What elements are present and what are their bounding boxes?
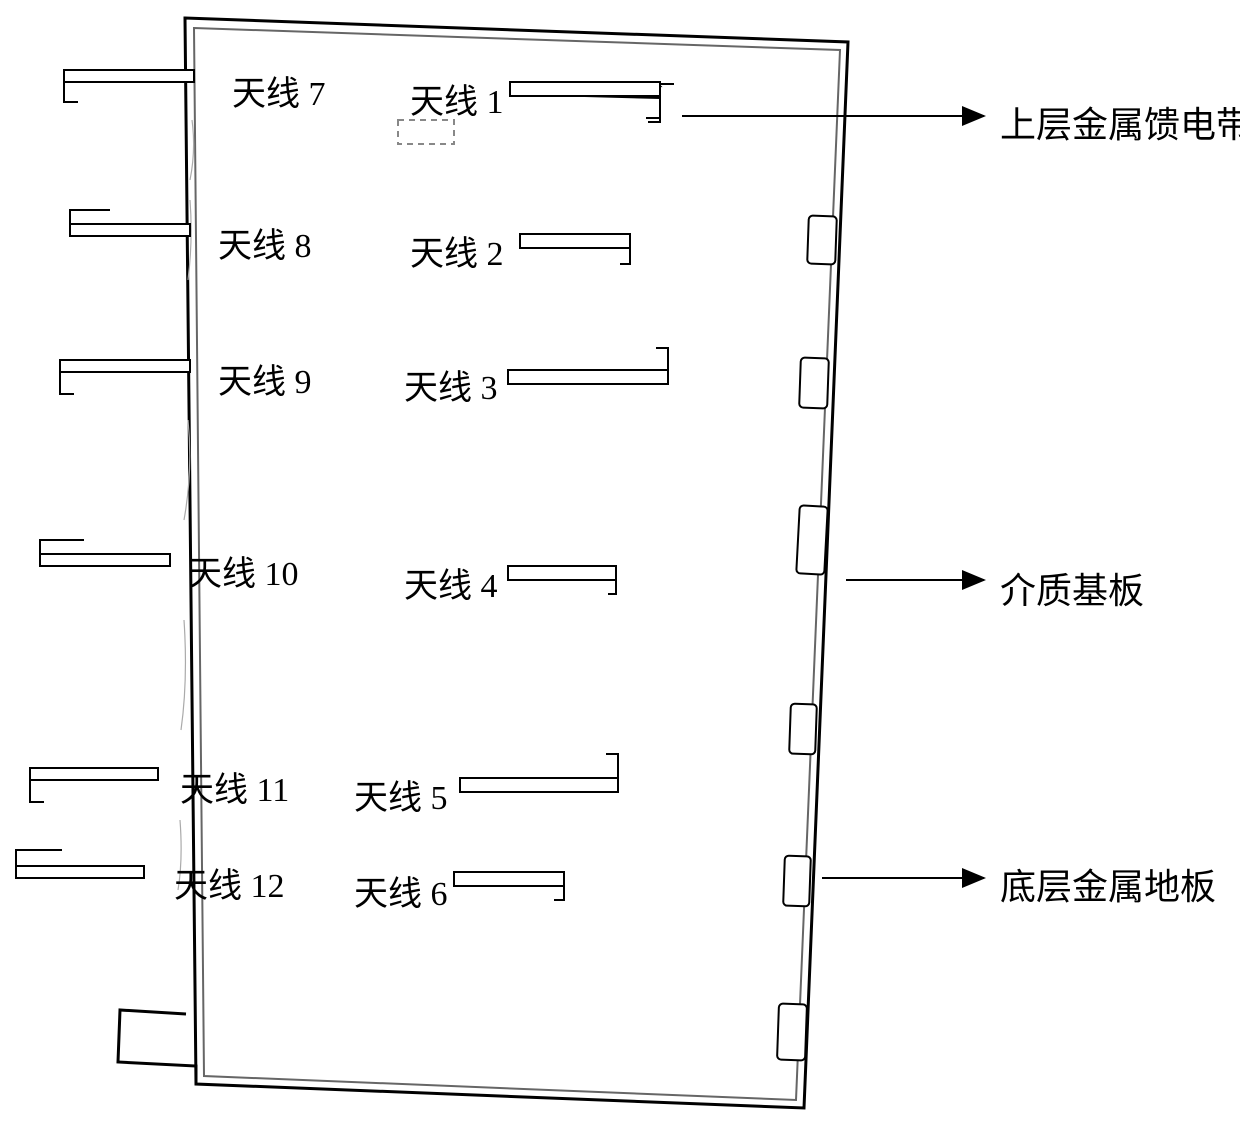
- antenna-4-body: [508, 566, 616, 580]
- antenna-5-hook: [606, 754, 618, 778]
- slot-1: [807, 216, 837, 265]
- antenna-2-hook: [620, 248, 630, 264]
- callout-ground-label: 底层金属地板: [1000, 858, 1216, 910]
- slot-5: [783, 856, 811, 907]
- antenna-2-body: [520, 234, 630, 248]
- antenna-6-label: 天线 6: [354, 866, 448, 915]
- antenna-8-hook: [70, 210, 110, 224]
- callout-top-feed-label: 上层金属馈电带: [1000, 96, 1240, 148]
- slot-6: [777, 1004, 807, 1061]
- antenna-7-hook: [64, 82, 78, 102]
- antenna-10-label: 天线 10: [188, 546, 299, 595]
- antenna-1-hook: [646, 96, 660, 118]
- antenna-12-hook: [16, 850, 62, 866]
- antenna-12-label: 天线 12: [174, 858, 285, 907]
- antenna-8-stub: [70, 224, 190, 236]
- antenna-9-hook: [60, 372, 74, 394]
- antenna-10-hook: [40, 540, 84, 554]
- substrate-bottom-notch: [118, 1010, 196, 1084]
- callout-substrate-label: 介质基板: [1000, 562, 1144, 614]
- antenna-6-body: [454, 872, 564, 886]
- left-stub-group: [16, 70, 194, 878]
- antenna-4-hook: [608, 580, 616, 594]
- slot-3: [796, 505, 828, 574]
- antenna-9-stub: [60, 360, 190, 372]
- antenna-4-label: 天线 4: [404, 558, 498, 607]
- antenna-1-body: [510, 82, 660, 96]
- antenna-11-hook: [30, 780, 44, 802]
- antenna-2-label: 天线 2: [410, 226, 504, 275]
- antenna-6-hook: [554, 886, 564, 900]
- antenna-3-label: 天线 3: [404, 360, 498, 409]
- antenna-7-label: 天线 7: [232, 66, 326, 115]
- antenna-3-hook: [656, 348, 668, 370]
- antenna-12-stub: [16, 866, 144, 878]
- slot-4: [789, 704, 817, 755]
- antenna-9-label: 天线 9: [218, 354, 312, 403]
- antenna-1-label: 天线 1: [410, 74, 504, 123]
- antenna-10-stub: [40, 554, 170, 566]
- antenna-5-label: 天线 5: [354, 770, 448, 819]
- antenna-11-label: 天线 11: [180, 762, 289, 811]
- antenna-5-body: [460, 778, 618, 792]
- slot-2: [799, 358, 829, 409]
- antenna-7-stub: [64, 70, 194, 82]
- antenna-11-stub: [30, 768, 158, 780]
- antenna-8-label: 天线 8: [218, 218, 312, 267]
- antenna-3-body: [508, 370, 668, 384]
